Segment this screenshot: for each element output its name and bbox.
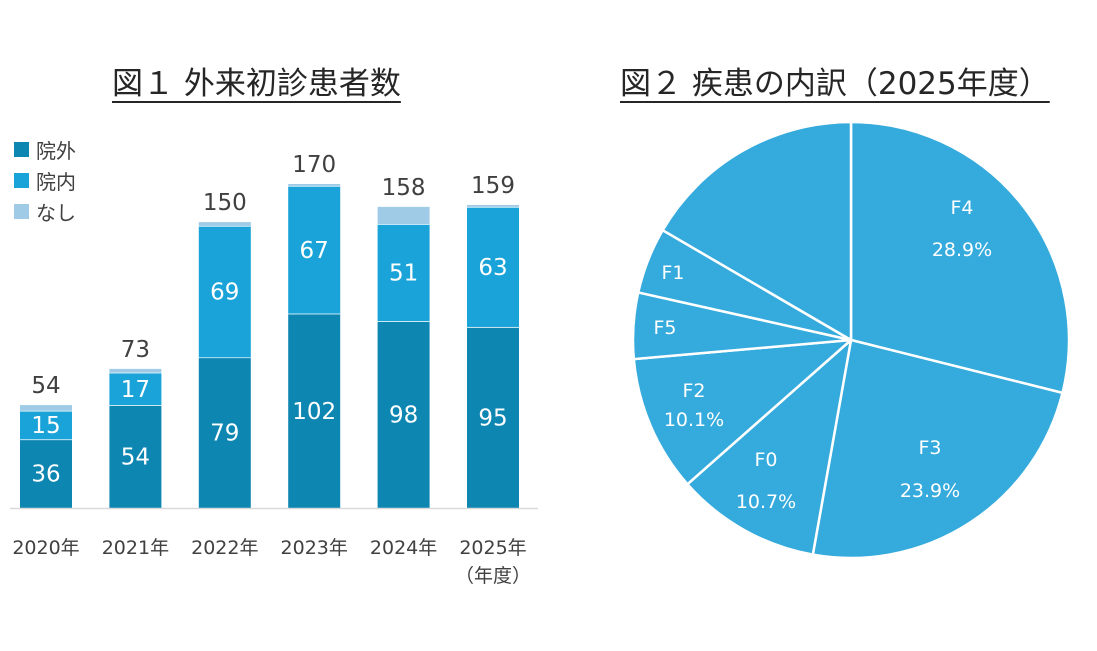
x-tick-label: 2022年 — [191, 537, 258, 559]
x-tick-label: 2023年 — [281, 537, 348, 559]
pie-slice-percent: 28.9% — [932, 239, 992, 261]
bar-total-label: 73 — [121, 337, 150, 363]
bar-segment — [467, 326, 519, 508]
pie-slice — [686, 338, 853, 556]
bar-segment — [109, 372, 162, 406]
bar-total-label: 158 — [382, 175, 426, 201]
pie-slice — [661, 120, 853, 342]
bar-value-label: 79 — [210, 421, 239, 447]
bar-total-label: 54 — [31, 373, 60, 399]
bar-total-label: 159 — [471, 173, 515, 199]
pie-slice-label: F2 — [682, 380, 705, 402]
bar-segment — [20, 405, 72, 411]
figure2-title: 図２ 疾患の内訳（2025年度） — [620, 66, 1050, 102]
pie-slice — [849, 120, 1071, 395]
legend-swatch-innai — [14, 173, 29, 188]
legend-swatch-ingai — [14, 142, 29, 157]
figure1-title: 図１ 外来初診患者数 — [112, 66, 401, 102]
pie-slice-percent: 10.1% — [664, 409, 724, 431]
pie-slice-percent: 23.9% — [900, 480, 960, 502]
x-tick-label: 2020年 — [12, 537, 79, 559]
bar-segment — [288, 184, 341, 186]
bar-value-label: 98 — [389, 403, 418, 429]
legend-label-nashi: なし — [36, 201, 76, 225]
pie-slice-label: F5 — [653, 317, 676, 339]
bar-value-label: 54 — [121, 445, 150, 471]
pie-slice-label: F3 — [918, 437, 941, 459]
x-axis-unit-note: （年度） — [455, 565, 531, 587]
pie-slice-percent: 10.7% — [736, 491, 796, 513]
bar-segment — [377, 206, 430, 225]
bar-value-label: 102 — [292, 399, 336, 425]
bar-total-label: 170 — [292, 152, 336, 178]
x-tick-label: 2021年 — [102, 537, 169, 559]
bar-segment — [288, 313, 341, 508]
pie-slice — [811, 338, 1064, 560]
bar-segment — [467, 206, 519, 327]
bar-segment — [198, 222, 251, 226]
bar-total-label: 150 — [203, 190, 247, 216]
bar-segment — [109, 368, 162, 373]
bar-value-label: 15 — [31, 413, 60, 439]
legend-item-innai: 院内 — [14, 165, 76, 196]
legend-swatch-nashi — [14, 204, 29, 219]
bar-value-label: 17 — [121, 377, 150, 403]
bar-segment — [20, 439, 72, 508]
bar-segment — [109, 405, 162, 508]
bar-segment — [198, 225, 251, 358]
pie-slice-label: F4 — [950, 197, 973, 219]
bar-segment — [467, 204, 519, 207]
pie-slice — [632, 338, 853, 486]
bar-value-label: 51 — [389, 261, 418, 287]
bar-value-label: 95 — [478, 405, 507, 431]
bar-value-label: 69 — [210, 280, 239, 306]
bar-value-label: 63 — [478, 255, 507, 281]
legend-item-nashi: なし — [14, 196, 76, 227]
bar-segment — [377, 224, 430, 322]
bar-segment — [377, 321, 430, 508]
bar-value-label: 67 — [300, 238, 329, 264]
bar-value-label: 36 — [31, 462, 60, 488]
bar-segment — [288, 185, 341, 314]
bar-segment — [20, 410, 72, 440]
pie-slice-label: F0 — [754, 449, 777, 471]
x-tick-label: 2024年 — [370, 537, 437, 559]
bar-chart: 36 15 54 2020年 54 17 73 2021年 79 69 150 2022年 102 67 1… — [10, 152, 538, 587]
bar-chart-legend: 院外 院内 なし — [14, 134, 76, 227]
bar-segment — [198, 357, 251, 508]
pie-slice-label: F1 — [661, 262, 684, 284]
legend-label-ingai: 院外 — [36, 139, 76, 163]
x-tick-label: 2025年 — [459, 537, 526, 559]
legend-label-innai: 院内 — [36, 170, 76, 194]
legend-item-ingai: 院外 — [14, 134, 76, 165]
